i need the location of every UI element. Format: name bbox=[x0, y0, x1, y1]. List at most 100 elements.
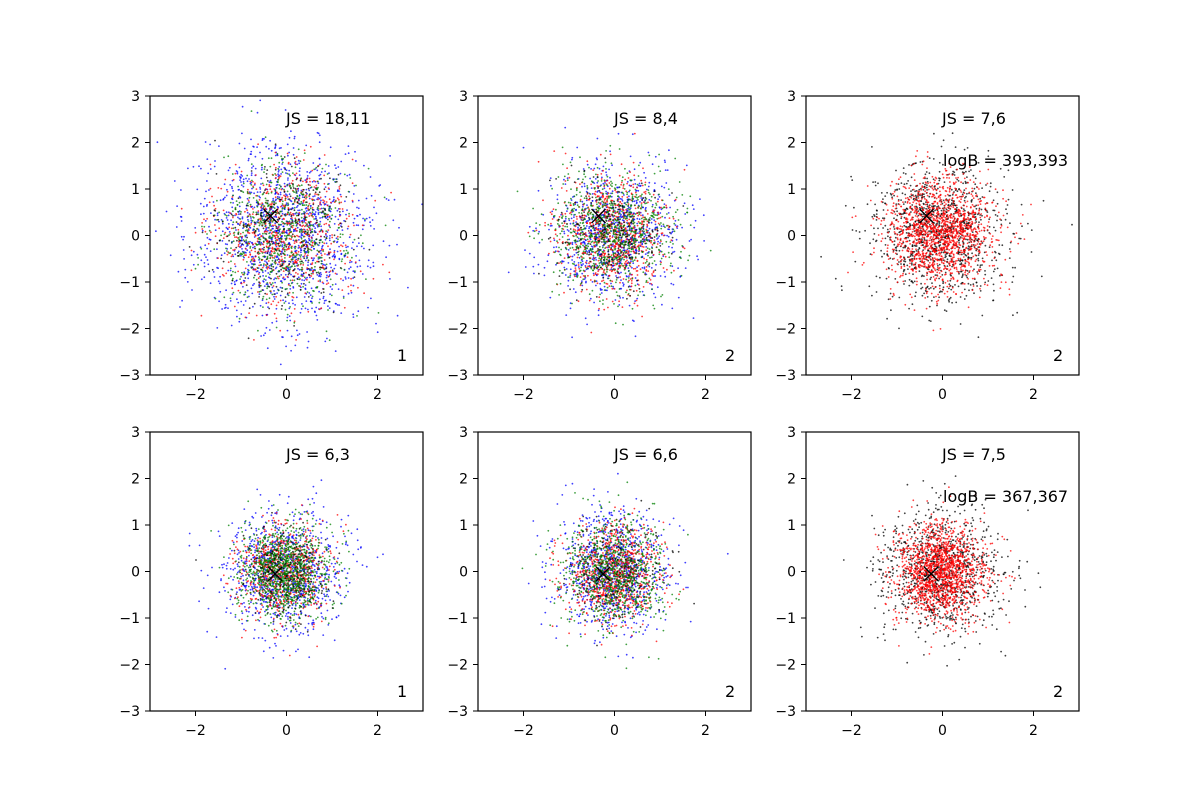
data-point bbox=[664, 161, 666, 164]
data-point bbox=[584, 208, 586, 210]
data-point bbox=[353, 217, 356, 220]
data-point bbox=[284, 231, 287, 234]
data-point bbox=[598, 253, 601, 256]
data-point bbox=[281, 196, 284, 199]
data-point bbox=[587, 198, 590, 201]
data-point bbox=[533, 256, 536, 259]
data-point bbox=[278, 176, 281, 179]
data-point bbox=[647, 185, 650, 188]
data-point bbox=[573, 224, 576, 227]
data-point bbox=[286, 313, 289, 316]
data-point bbox=[292, 185, 294, 187]
data-point bbox=[328, 216, 331, 219]
data-point bbox=[331, 234, 333, 236]
data-point bbox=[200, 259, 203, 262]
data-point bbox=[262, 264, 265, 267]
data-point bbox=[641, 193, 643, 196]
data-point bbox=[295, 219, 297, 222]
data-point bbox=[231, 187, 234, 190]
data-point bbox=[295, 224, 298, 227]
data-point bbox=[366, 265, 369, 268]
data-point bbox=[311, 206, 314, 209]
data-point bbox=[291, 299, 294, 302]
data-point bbox=[290, 130, 292, 133]
data-point bbox=[618, 304, 621, 306]
data-point bbox=[284, 308, 287, 311]
data-point bbox=[214, 229, 217, 232]
data-point bbox=[250, 153, 253, 156]
data-point bbox=[351, 182, 354, 185]
data-point bbox=[696, 255, 698, 258]
data-point bbox=[602, 279, 605, 282]
data-point bbox=[256, 252, 259, 254]
data-point bbox=[257, 221, 259, 224]
data-point bbox=[227, 223, 230, 225]
data-point bbox=[253, 274, 256, 277]
data-point bbox=[256, 146, 258, 149]
data-point bbox=[290, 187, 292, 190]
data-point bbox=[596, 195, 599, 198]
data-point bbox=[365, 278, 367, 280]
data-point bbox=[238, 142, 241, 145]
data-point bbox=[578, 256, 581, 259]
data-point bbox=[317, 280, 320, 282]
data-point bbox=[654, 182, 656, 185]
data-point bbox=[293, 137, 296, 140]
data-point bbox=[289, 163, 292, 166]
data-point bbox=[305, 210, 308, 212]
data-point bbox=[280, 308, 283, 310]
y-tick-label: 3 bbox=[131, 89, 140, 105]
data-point bbox=[605, 195, 608, 198]
data-point bbox=[357, 207, 360, 210]
data-point bbox=[664, 169, 667, 172]
data-point bbox=[277, 220, 280, 223]
data-point bbox=[247, 264, 250, 267]
js-label: JS = 18,11 bbox=[285, 109, 370, 128]
data-point bbox=[254, 155, 257, 158]
data-point bbox=[564, 212, 567, 215]
data-point bbox=[622, 185, 625, 187]
data-point bbox=[273, 278, 275, 281]
data-point bbox=[589, 177, 591, 180]
data-point bbox=[581, 284, 584, 287]
data-point bbox=[633, 252, 636, 254]
data-point bbox=[629, 278, 632, 280]
data-point bbox=[619, 209, 622, 212]
data-point bbox=[631, 193, 634, 196]
data-point bbox=[650, 256, 653, 259]
data-point bbox=[630, 285, 633, 288]
data-point bbox=[339, 236, 342, 239]
data-point bbox=[593, 242, 595, 244]
data-point bbox=[274, 154, 277, 157]
data-point bbox=[637, 236, 640, 238]
data-point bbox=[250, 223, 253, 225]
data-point bbox=[323, 259, 326, 261]
data-point bbox=[574, 291, 577, 294]
data-point bbox=[231, 293, 234, 296]
data-point bbox=[265, 173, 268, 175]
data-point bbox=[654, 223, 657, 226]
data-point bbox=[334, 207, 337, 209]
data-point bbox=[258, 284, 261, 287]
data-point bbox=[584, 317, 587, 320]
data-point bbox=[595, 208, 597, 211]
data-point bbox=[546, 260, 549, 263]
data-point bbox=[565, 190, 568, 192]
data-point bbox=[591, 193, 594, 195]
data-point bbox=[275, 187, 277, 189]
data-point bbox=[240, 313, 243, 315]
data-point bbox=[372, 244, 375, 247]
data-point bbox=[639, 185, 641, 188]
data-point bbox=[616, 294, 619, 297]
data-point bbox=[284, 204, 287, 207]
data-point bbox=[665, 240, 668, 243]
data-point bbox=[334, 215, 337, 218]
data-point bbox=[636, 222, 639, 225]
data-point bbox=[586, 185, 589, 187]
data-point bbox=[319, 208, 321, 210]
data-point bbox=[569, 307, 572, 310]
data-point bbox=[576, 218, 578, 220]
data-point bbox=[663, 159, 666, 162]
data-point bbox=[256, 228, 258, 230]
data-point bbox=[242, 285, 244, 288]
